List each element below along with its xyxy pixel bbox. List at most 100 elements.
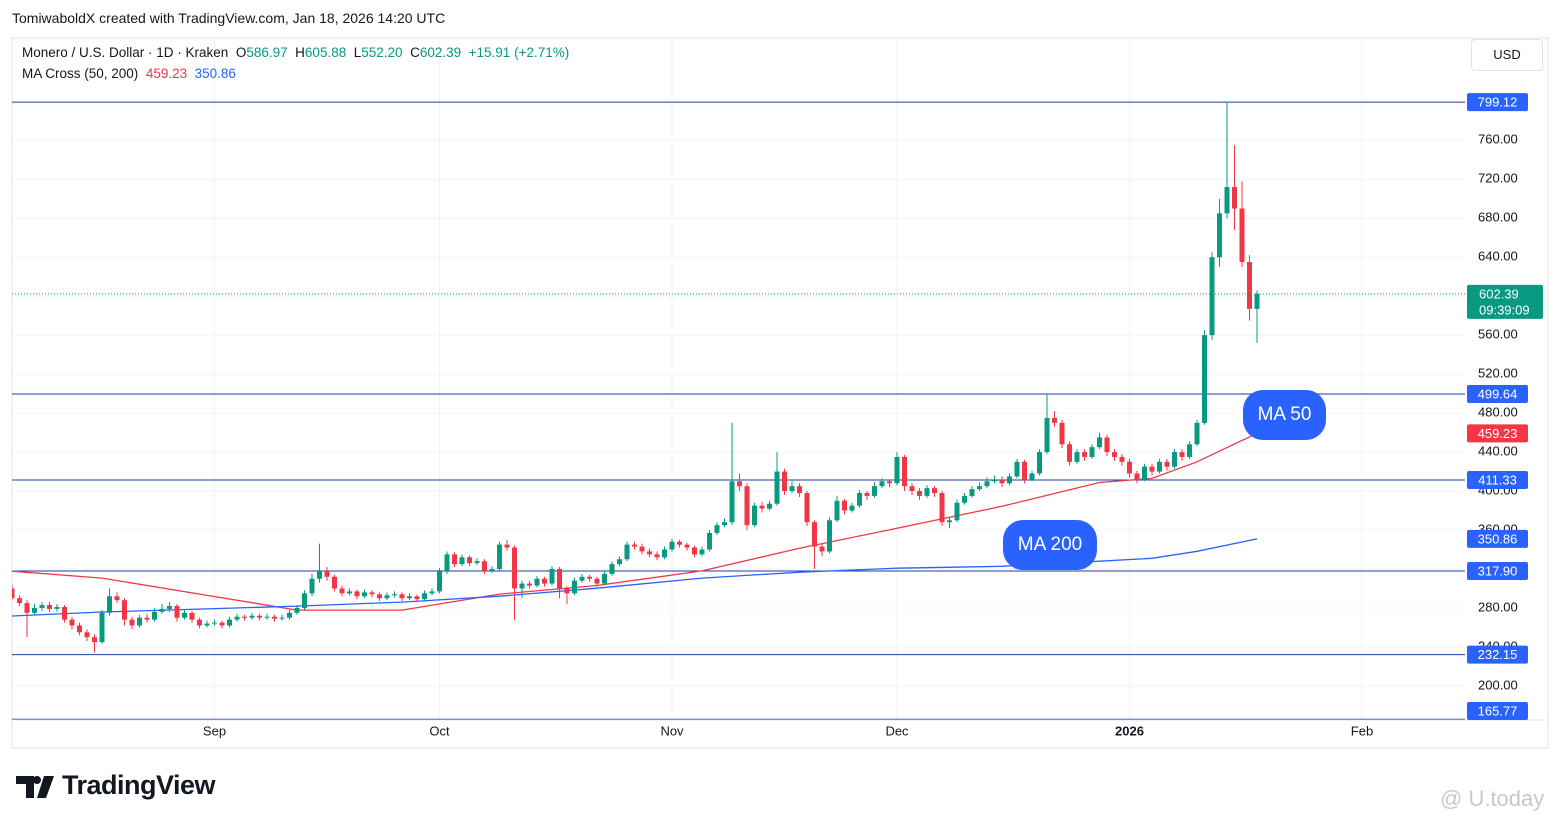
callout-text: MA 200 xyxy=(1018,534,1082,555)
candle-body xyxy=(437,570,442,592)
candle-body xyxy=(77,625,82,633)
candle-body xyxy=(984,481,990,487)
candle-body xyxy=(459,557,465,565)
candle-body xyxy=(129,619,135,626)
candle-body xyxy=(977,486,982,490)
candle-body xyxy=(722,522,727,526)
candle-body xyxy=(512,547,517,589)
candle-body xyxy=(834,500,840,521)
y-tick-label: 760.00 xyxy=(1478,132,1518,147)
candle-body xyxy=(812,522,817,547)
y-tick-label: 200.00 xyxy=(1478,677,1518,692)
candle-body xyxy=(99,612,105,643)
candle-body xyxy=(999,479,1005,484)
watermark: @ U.today xyxy=(1440,786,1545,811)
ma-price-label-box xyxy=(1467,424,1528,443)
candle-body xyxy=(482,561,487,571)
candle-body xyxy=(137,617,142,626)
candle-body xyxy=(684,544,690,548)
candle-body xyxy=(362,592,367,597)
candle-body xyxy=(1067,444,1072,462)
x-tick-label: Feb xyxy=(1351,723,1373,738)
change: +15.91 xyxy=(468,45,511,60)
ma-200-value: 350.86 xyxy=(194,66,236,81)
candle-body xyxy=(12,588,15,599)
callout-text: MA 50 xyxy=(1258,404,1312,425)
candle-body xyxy=(377,594,382,599)
candle-body xyxy=(114,596,120,601)
candle-body xyxy=(369,592,375,595)
candle-body xyxy=(864,492,870,496)
candle-body xyxy=(602,573,607,584)
candle-body xyxy=(1217,213,1222,258)
candle-body xyxy=(234,616,240,620)
level-label-text: 165.77 xyxy=(1478,703,1518,718)
candle-body xyxy=(1052,417,1057,423)
candle-body xyxy=(744,486,750,526)
candle-body xyxy=(197,619,202,626)
candle-body xyxy=(729,481,735,523)
candle-body xyxy=(827,520,832,552)
level-label-box xyxy=(1467,93,1528,112)
x-tick-label: Nov xyxy=(660,723,684,738)
candle-body xyxy=(714,525,720,533)
candle-body xyxy=(789,486,795,492)
x-tick-label: Oct xyxy=(429,723,450,738)
y-tick-label: 640.00 xyxy=(1478,249,1518,264)
brand: TradingView xyxy=(62,770,216,800)
indicator-title: MA Cross (50, 200) xyxy=(22,66,139,81)
price-labels: 799.12 499.64 411.33 317.90 232.15 165.77 602.… xyxy=(1467,93,1543,720)
candle-body xyxy=(1157,461,1162,472)
callout-bubble xyxy=(1243,390,1326,440)
ohlc-value: 602.39 xyxy=(419,45,462,60)
candle-body xyxy=(1089,447,1095,457)
candle-body xyxy=(1254,293,1260,309)
candle-body xyxy=(549,568,555,584)
candle-body xyxy=(1202,335,1207,423)
candle-body xyxy=(84,632,90,638)
ma-line xyxy=(12,538,1258,617)
candle-body xyxy=(242,616,247,618)
candle-body xyxy=(542,578,547,584)
candle-body xyxy=(1134,473,1140,480)
level-label-box xyxy=(1467,471,1528,490)
candle-body xyxy=(272,616,277,619)
level-label-text: 317.90 xyxy=(1478,563,1518,578)
candle-body xyxy=(392,594,397,596)
candle-body xyxy=(939,492,945,523)
indicator-legend: MA Cross (50, 200) 459.23 350.86 xyxy=(22,66,236,81)
candle-body xyxy=(1082,452,1087,457)
currency-button[interactable]: USD xyxy=(1471,39,1543,71)
level-label-box xyxy=(1467,645,1528,664)
candle-body xyxy=(467,557,472,564)
candle-body xyxy=(669,541,675,550)
last-price-text: 602.39 xyxy=(1479,286,1519,301)
candle-body xyxy=(932,488,937,493)
candle-body xyxy=(647,551,652,555)
ma-price-label-box xyxy=(1467,529,1528,548)
candle-body xyxy=(1164,461,1170,467)
candle-body xyxy=(474,561,480,564)
y-tick-label: 520.00 xyxy=(1478,366,1518,381)
candle-body xyxy=(1232,187,1237,209)
change-percent: (+2.71%) xyxy=(514,45,570,60)
candle-body xyxy=(152,611,157,620)
candle-body xyxy=(354,591,360,597)
candle-body xyxy=(497,544,502,569)
candle-body xyxy=(39,605,45,608)
candle-body xyxy=(107,596,112,613)
y-tick-label: 560.00 xyxy=(1478,327,1518,342)
logo-mark xyxy=(16,776,54,798)
candle-body xyxy=(279,617,285,619)
candle-body xyxy=(572,580,577,594)
candle-body xyxy=(1104,437,1110,453)
candle-body xyxy=(804,492,810,523)
ohlc-value: 552.20 xyxy=(361,45,403,60)
candle-body xyxy=(609,564,615,574)
candle-body xyxy=(309,578,315,594)
candle-body xyxy=(159,608,165,612)
y-tick-label: 720.00 xyxy=(1478,171,1518,186)
candle-body xyxy=(422,593,427,600)
candle-body xyxy=(294,607,300,613)
candle-body xyxy=(1127,461,1132,474)
